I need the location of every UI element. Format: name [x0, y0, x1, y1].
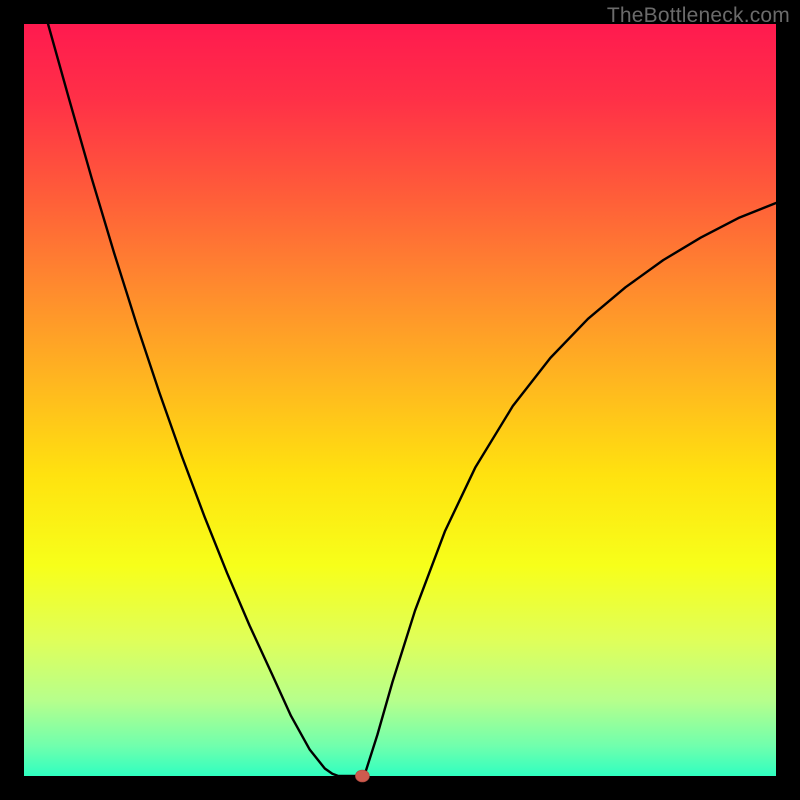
bottleneck-chart: [0, 0, 800, 800]
chart-frame: TheBottleneck.com: [0, 0, 800, 800]
optimal-point-marker: [355, 770, 369, 782]
watermark-text: TheBottleneck.com: [607, 4, 790, 28]
plot-background: [24, 24, 776, 776]
